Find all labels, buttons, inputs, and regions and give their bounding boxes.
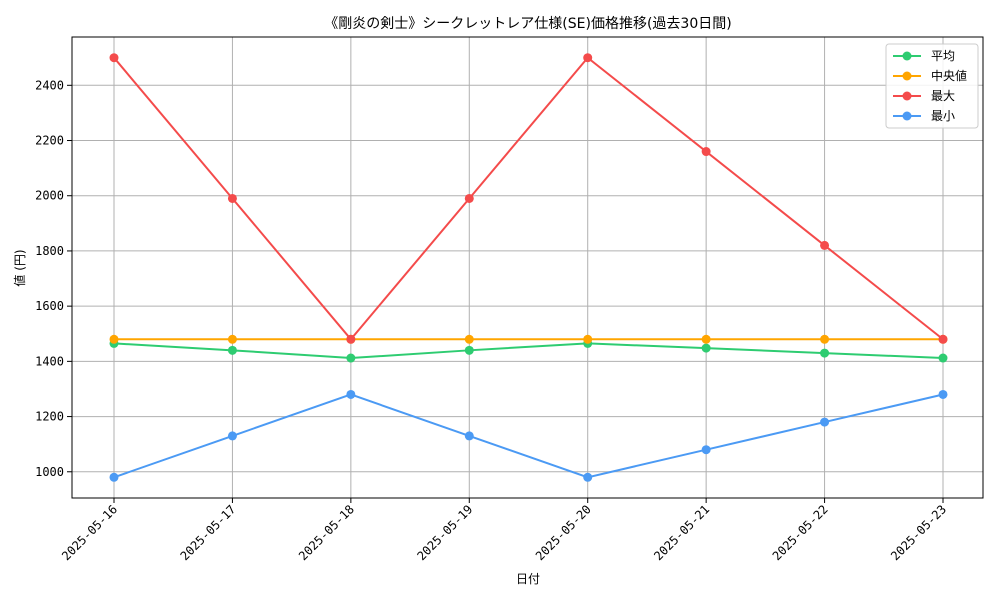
data-point <box>938 353 948 363</box>
grid <box>72 37 983 498</box>
y-tick-label: 1400 <box>35 354 64 368</box>
y-tick-label: 2000 <box>35 189 64 203</box>
y-tick-label: 2400 <box>35 78 64 92</box>
data-point <box>701 343 711 353</box>
legend-marker <box>902 71 912 81</box>
y-axis-label: 値 (円) <box>12 249 27 286</box>
series-2 <box>109 53 948 344</box>
data-point <box>464 431 474 441</box>
legend-box <box>885 43 979 129</box>
series-line <box>113 393 944 479</box>
series-1 <box>109 334 948 344</box>
x-tick-label: 2025-05-18 <box>296 502 357 563</box>
legend-marker <box>902 91 912 101</box>
data-point <box>820 417 830 427</box>
x-tick-label: 2025-05-20 <box>533 502 594 563</box>
x-axis-ticks: 2025-05-16 2025-05-17 2025-05-18 2025-05-19… <box>59 498 949 563</box>
y-tick-label: 1000 <box>35 465 64 479</box>
legend-label: 最小 <box>931 109 955 123</box>
data-point <box>820 334 830 344</box>
x-tick-label: 2025-05-22 <box>770 502 831 563</box>
data-point <box>109 53 119 63</box>
chart-title: 《剛炎の剣士》シークレットレア仕様(SE)価格推移(過去30日間) <box>324 16 731 32</box>
x-axis-label: 日付 <box>516 572 540 586</box>
data-point <box>701 334 711 344</box>
y-tick-label: 1800 <box>35 244 64 258</box>
data-point <box>109 334 119 344</box>
data-point <box>820 348 830 358</box>
data-point <box>583 472 593 482</box>
legend-label: 最大 <box>931 89 955 103</box>
data-point <box>346 389 356 399</box>
data-point <box>701 147 711 157</box>
plot-frame <box>71 36 984 499</box>
data-point <box>464 345 474 355</box>
x-tick-label: 2025-05-16 <box>59 502 120 563</box>
data-point <box>938 389 948 399</box>
data-point <box>583 53 593 63</box>
legend-label: 中央値 <box>931 68 967 83</box>
x-tick-label: 2025-05-19 <box>414 502 475 563</box>
y-tick-label: 2200 <box>35 134 64 148</box>
legend-label: 平均 <box>931 49 955 63</box>
x-tick-label: 2025-05-23 <box>888 502 949 563</box>
data-point <box>227 345 237 355</box>
data-point <box>227 431 237 441</box>
data-point <box>346 353 356 363</box>
data-point <box>227 193 237 203</box>
data-point <box>227 334 237 344</box>
data-point <box>464 193 474 203</box>
y-axis-ticks: 1000 1200 1400 1600 1800 2000 2200 2400 <box>35 78 72 479</box>
y-tick-label: 1600 <box>35 299 64 313</box>
y-tick-label: 1200 <box>35 410 64 424</box>
legend-marker <box>902 51 912 61</box>
data-point <box>346 334 356 344</box>
data-point <box>938 334 948 344</box>
series-line <box>113 56 944 341</box>
data-point <box>109 472 119 482</box>
x-tick-label: 2025-05-17 <box>178 502 239 563</box>
x-tick-label: 2025-05-21 <box>651 502 712 563</box>
series-group <box>109 53 948 482</box>
data-point <box>820 240 830 250</box>
data-point <box>701 445 711 455</box>
series-3 <box>109 389 948 482</box>
legend-marker <box>902 111 912 121</box>
data-point <box>464 334 474 344</box>
data-point <box>583 334 593 344</box>
series-line <box>113 342 944 360</box>
